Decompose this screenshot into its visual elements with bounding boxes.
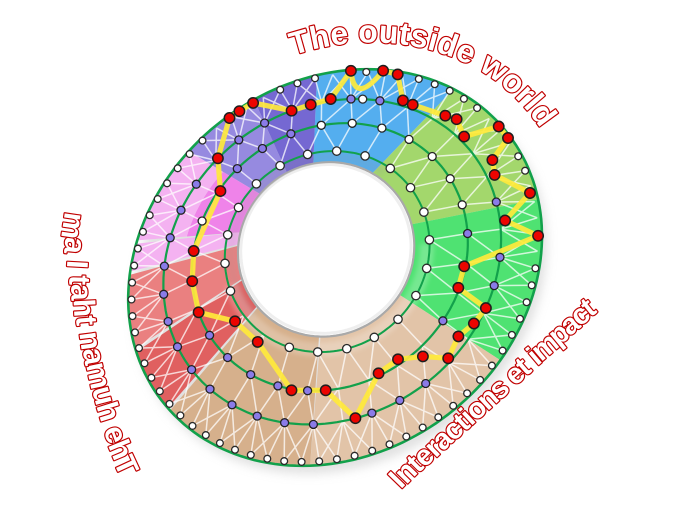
svg-text:a: a <box>64 284 97 301</box>
svg-text:u: u <box>378 13 400 50</box>
svg-text:h: h <box>67 298 101 318</box>
svg-text:m: m <box>79 359 117 392</box>
svg-text:a: a <box>76 345 111 367</box>
svg-text:a: a <box>57 236 92 256</box>
svg-text:t: t <box>69 314 103 327</box>
svg-text:o: o <box>358 13 378 49</box>
svg-text:I: I <box>60 259 93 269</box>
svg-text:t: t <box>62 275 95 286</box>
svg-text:m: m <box>54 210 91 241</box>
